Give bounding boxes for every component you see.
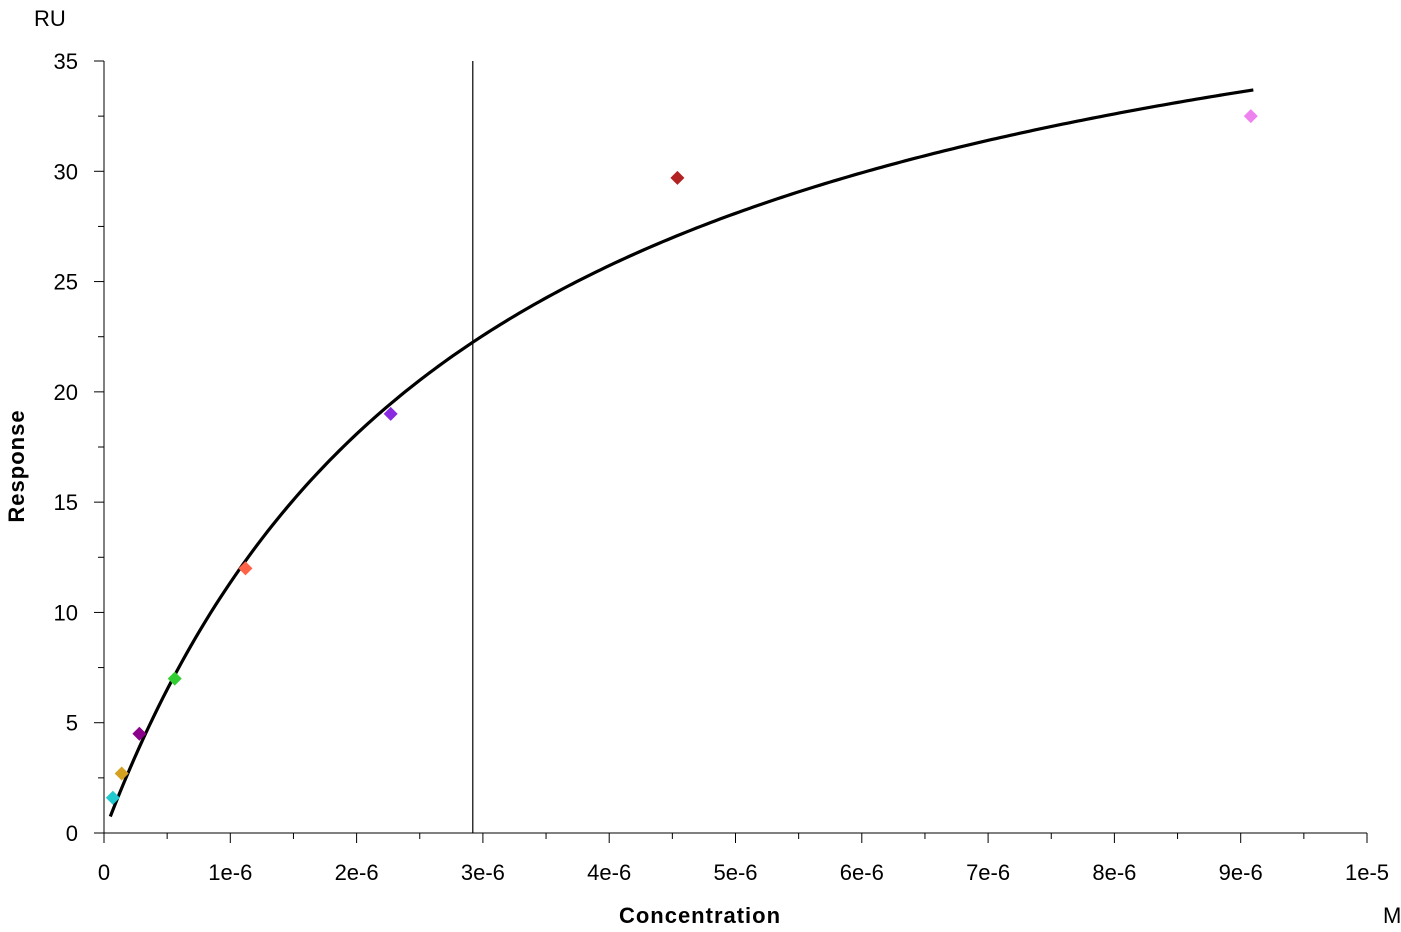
y-axis-title: Response [4,409,29,522]
y-tick-label: 25 [54,270,78,295]
x-tick-label: 2e-6 [335,860,379,885]
x-tick-label: 9e-6 [1219,860,1263,885]
y-tick-label: 10 [54,600,78,625]
data-point [167,671,182,686]
x-axis-title: Concentration [619,903,781,928]
x-tick-label: 3e-6 [461,860,505,885]
data-points [105,109,1258,805]
tick-labels: 0 5 10 15 20 25 30 35 0 1e-6 2e-6 3e-6 4e-6 5e-6 6e-6 7… [54,49,1390,885]
fit-curve [108,88,1254,818]
x-tick-label: 4e-6 [587,860,631,885]
data-point [383,406,398,421]
data-point [1243,109,1258,124]
y-tick-label: 35 [54,49,78,74]
data-point [132,726,147,741]
x-tick-label: 0 [98,860,110,885]
x-tick-label: 1e-5 [1345,860,1389,885]
data-point [670,170,685,185]
y-tick-label: 15 [54,490,78,515]
y-tick-label: 5 [66,711,78,736]
y-tick-label: 20 [54,380,78,405]
y-unit-label: RU [34,6,66,31]
data-point [114,766,129,781]
x-tick-label: 7e-6 [966,860,1010,885]
x-tick-label: 8e-6 [1092,860,1136,885]
fit-curve-layer [108,88,1254,818]
x-tick-label: 5e-6 [713,860,757,885]
x-tick-label: 1e-6 [208,860,252,885]
y-tick-label: 0 [66,821,78,846]
data-point [105,790,120,805]
y-tick-label: 30 [54,159,78,184]
axes [103,61,1367,834]
tick-marks [94,60,1368,843]
x-tick-label: 6e-6 [840,860,884,885]
x-unit-label: M [1383,903,1401,928]
data-point [238,561,253,576]
